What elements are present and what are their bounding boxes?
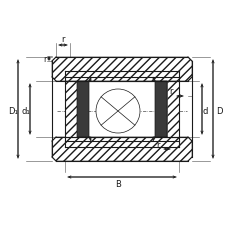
Text: D₁: D₁ (8, 107, 18, 116)
Text: d₁: d₁ (22, 107, 30, 116)
Polygon shape (65, 82, 77, 137)
Polygon shape (166, 82, 178, 137)
Text: r: r (155, 140, 159, 149)
Text: r: r (169, 87, 172, 96)
Text: d: d (202, 107, 207, 116)
Text: D: D (215, 107, 221, 116)
Polygon shape (152, 78, 166, 141)
Polygon shape (77, 78, 91, 141)
Polygon shape (52, 58, 191, 82)
Circle shape (95, 90, 139, 134)
Text: r: r (43, 54, 46, 63)
Text: r: r (61, 34, 65, 43)
Polygon shape (65, 141, 178, 147)
Polygon shape (52, 137, 191, 161)
Polygon shape (65, 72, 178, 78)
Text: B: B (114, 180, 120, 189)
